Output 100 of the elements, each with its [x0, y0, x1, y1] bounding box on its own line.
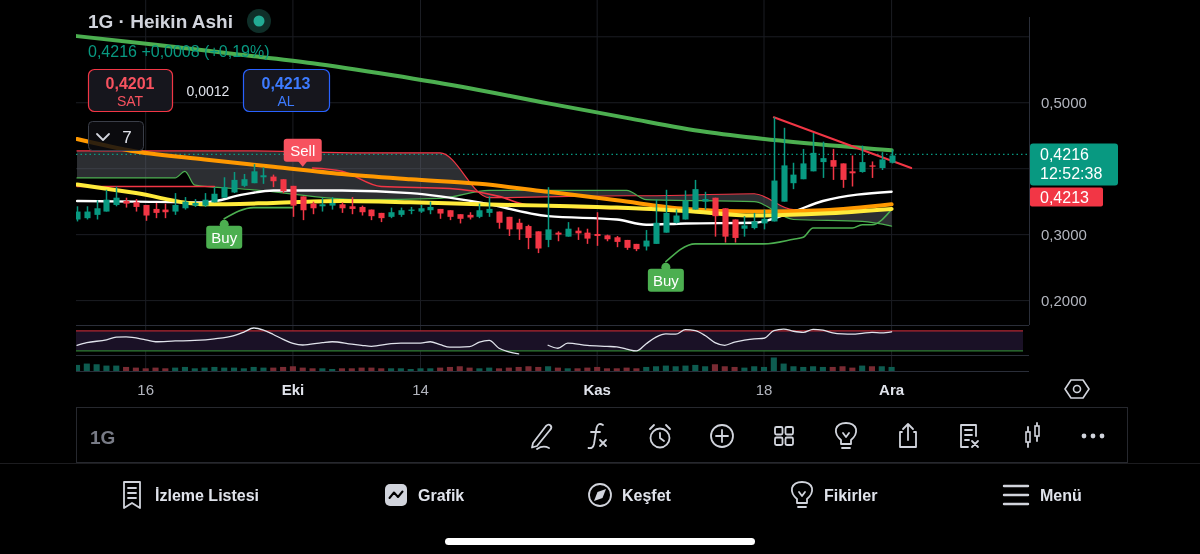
bar: [790, 366, 797, 371]
bar: [417, 368, 424, 371]
bar: [329, 368, 336, 371]
bar: [113, 365, 120, 371]
bar: [83, 363, 90, 371]
bar: [760, 366, 768, 371]
bar: [751, 366, 758, 371]
bar: [123, 366, 130, 371]
annotation: Buy: [652, 271, 680, 289]
bar: [780, 363, 787, 371]
text: 0,4213: [1040, 188, 1090, 206]
bar: [731, 366, 738, 371]
text: 12:52:38: [1040, 164, 1103, 182]
bar: [721, 366, 728, 371]
candlestick: [712, 196, 719, 238]
bar: [446, 366, 453, 371]
bar: [280, 366, 287, 371]
bar: [211, 366, 218, 371]
bar: [613, 368, 620, 371]
bar: [711, 364, 718, 371]
bar: [250, 366, 257, 371]
bar: [378, 368, 385, 371]
candlestick: [545, 186, 552, 248]
bar: [594, 366, 601, 371]
bar: [878, 366, 885, 371]
bar: [309, 368, 316, 371]
bar: [476, 368, 483, 371]
candlestick: [486, 195, 493, 218]
annotation: 7: [122, 127, 132, 147]
bar: [545, 366, 552, 371]
y-tick-label: 0,3000: [1041, 226, 1087, 244]
bar: [819, 366, 826, 371]
bar: [427, 368, 434, 371]
ref-line-label: 0,4216: [1040, 145, 1090, 163]
bar: [574, 368, 581, 371]
candlestick: [849, 154, 856, 188]
bar: [397, 368, 404, 371]
y-tick-label: 0,5000: [1041, 94, 1087, 112]
bar: [800, 366, 807, 371]
bar: [633, 368, 640, 371]
bar: [525, 366, 532, 371]
candlestick: [525, 224, 532, 250]
bar: [515, 366, 522, 371]
candlestick: [231, 171, 238, 194]
bar: [348, 368, 355, 371]
annotation: Sell: [290, 141, 316, 159]
candlestick: [94, 199, 101, 221]
bar: [162, 368, 169, 371]
candlestick: [653, 198, 660, 245]
candlestick: [300, 195, 307, 221]
bar: [289, 366, 296, 371]
bar: [859, 365, 866, 371]
candlestick: [172, 192, 179, 216]
candlestick: [535, 230, 542, 254]
annotation: 0,4201: [105, 74, 155, 92]
bar: [702, 366, 709, 371]
bar: [535, 366, 542, 371]
text: Fikirler: [824, 486, 878, 504]
text: Grafik: [418, 486, 465, 504]
candlestick: [290, 185, 297, 218]
bar: [672, 366, 679, 371]
candlestick: [840, 162, 847, 189]
x-tick-label: 14: [412, 380, 429, 398]
bar: [603, 368, 611, 371]
bar: [240, 368, 247, 371]
bar: [456, 366, 463, 371]
bar: [388, 368, 395, 371]
bar: [888, 366, 895, 371]
bar: [103, 365, 110, 371]
candlestick: [810, 132, 817, 173]
candlestick: [643, 229, 650, 252]
text: 1G: [90, 426, 116, 448]
annotation: Buy: [211, 228, 238, 246]
text: Menü: [1040, 486, 1082, 504]
candlestick: [594, 211, 601, 247]
candlestick: [221, 176, 228, 199]
bar: [653, 366, 660, 371]
annotation: 0,4213: [261, 74, 311, 92]
x-tick-label: 18: [755, 380, 773, 398]
annotation: SAT: [116, 93, 144, 109]
text: Keşfet: [622, 486, 672, 504]
candlestick: [103, 189, 110, 213]
text: İzleme Listesi: [155, 486, 260, 504]
annotation: 0,0012: [186, 83, 230, 99]
candlestick: [692, 179, 699, 211]
bar: [142, 368, 149, 371]
y-tick-label: 0,2000: [1041, 292, 1087, 310]
bar: [662, 365, 669, 371]
bar: [93, 364, 100, 371]
line-series: [76, 182, 894, 218]
bar: [76, 364, 81, 371]
candlestick: [830, 148, 837, 181]
candlestick: [113, 185, 120, 208]
annotation: AL: [277, 93, 295, 109]
bar: [643, 366, 650, 371]
x-tick-label: Ara: [879, 380, 905, 398]
bar: [810, 366, 817, 371]
bar: [692, 364, 699, 371]
bar: [260, 367, 267, 371]
bar: [770, 357, 777, 371]
